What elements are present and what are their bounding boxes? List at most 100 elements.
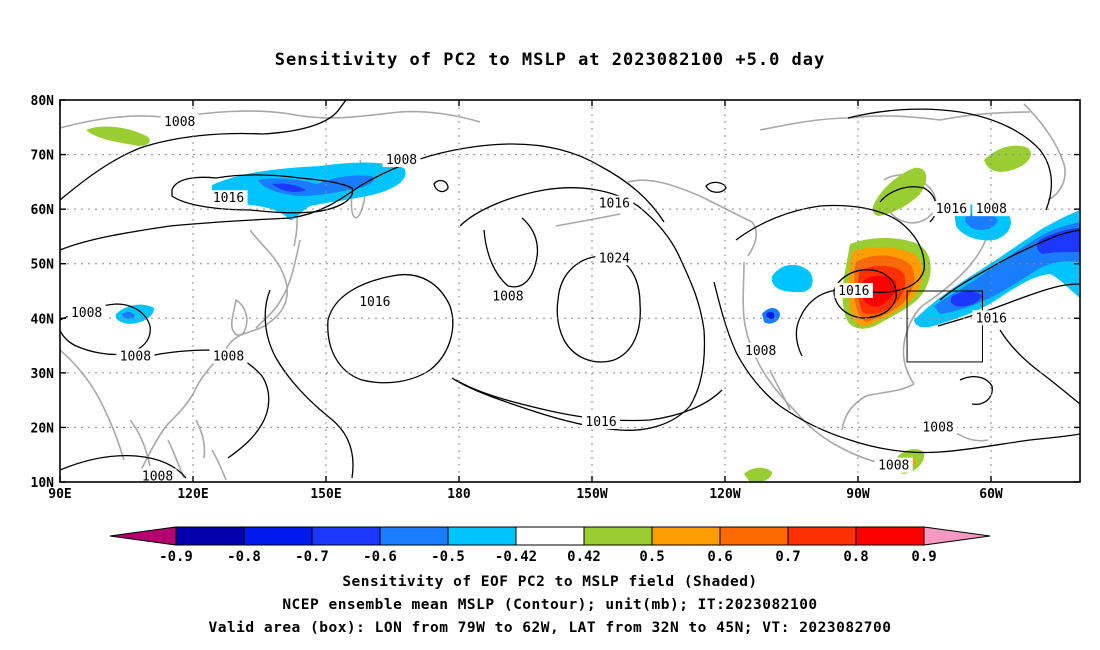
- coastline-aleutians: [555, 213, 621, 227]
- contour-1016-pacific-high: [327, 274, 454, 384]
- contour-label: 1016: [936, 202, 967, 217]
- contour-label-bg: [932, 201, 971, 217]
- contour-label: 1016: [359, 295, 390, 310]
- contour-1016-east-atlantic: [999, 329, 1080, 405]
- shade-neg-labrador-core: [965, 212, 998, 230]
- colorbar-label: -0.5: [431, 549, 465, 565]
- contour-label: 1008: [120, 349, 151, 364]
- contour-1016-siberia: [171, 174, 354, 214]
- contour-label-bg: [595, 195, 634, 211]
- contour-1008-south: [60, 454, 187, 479]
- colorbar-label: 0.42: [567, 549, 601, 565]
- contour-label: 1008: [213, 349, 244, 364]
- shade-pos-south-mexico: [744, 467, 772, 482]
- footer-line-2: NCEP ensemble mean MSLP (Contour); unit(…: [282, 597, 818, 613]
- shade-neg-west-core: [122, 311, 135, 319]
- lat-label: 20N: [31, 421, 55, 436]
- contour-loop-1: [433, 179, 449, 193]
- contour-label: 1008: [878, 459, 909, 474]
- contour-label: 1008: [71, 306, 102, 321]
- lat-label: 80N: [31, 94, 55, 109]
- colorbar-box: [855, 526, 925, 546]
- contour-label-bg: [834, 283, 873, 298]
- map-frame: [59, 99, 1081, 483]
- contour-label-bg: [972, 201, 1011, 217]
- lon-label: 150W: [576, 487, 607, 502]
- colorbar-label: -0.8: [227, 549, 261, 565]
- colorbar-label: 0.9: [911, 549, 936, 565]
- contour-1008-east-asia: [149, 349, 270, 459]
- footer-line-3: Valid area (box): LON from 79W to 62W, L…: [208, 620, 892, 636]
- shade-pos-northwest: [86, 126, 150, 146]
- coastline-gulf: [841, 383, 915, 431]
- colorbar-labels: -0.9 -0.8 -0.7 -0.6 -0.5 -0.42 0.42 0.5 0.6 0.7 0.…: [159, 549, 937, 565]
- contour-label-bg: [582, 413, 621, 429]
- contour-label: 1008: [745, 344, 776, 359]
- contour-label: 1008: [386, 153, 417, 168]
- lat-label: 70N: [31, 149, 55, 164]
- colorbar-box: [719, 526, 789, 546]
- colorbar-box: [379, 526, 449, 546]
- contour-label: 1016: [976, 311, 1007, 326]
- lon-label: 90W: [846, 487, 870, 502]
- contour-label-bg: [209, 190, 248, 206]
- contour-label: 1016: [838, 284, 869, 299]
- colorbar-box: [787, 526, 857, 546]
- shade-neg-rockies: [771, 264, 813, 293]
- contour-label-bg: [595, 250, 634, 266]
- contour-label: 1008: [164, 115, 195, 130]
- shade-pos-quebec: [872, 167, 927, 216]
- contour-1024-core: [556, 255, 641, 363]
- contour-label-bg: [116, 348, 155, 364]
- shade-pos-baffin: [984, 145, 1031, 172]
- coastline-asia-north: [60, 110, 481, 129]
- contour-label: 1008: [492, 289, 523, 304]
- shade-neg-rockies-small-core: [766, 311, 775, 319]
- mslp-contours: [60, 100, 1080, 479]
- contour-label-bg: [874, 457, 913, 473]
- colorbar-box: [651, 526, 721, 546]
- contour-label-bg: [138, 468, 177, 484]
- colorbar-min-triangle: [109, 526, 177, 546]
- contour-1016-lakes: [833, 269, 897, 319]
- lon-label: 150E: [310, 487, 341, 502]
- contour-1008-pacific-north: [60, 143, 665, 251]
- shade-neg-atlantic-core2: [950, 291, 982, 307]
- contour-label-bg: [488, 288, 527, 304]
- contour-label: 1008: [976, 202, 1007, 217]
- contour-1008-gulf-alaska: [483, 217, 539, 288]
- contour-1008-arctic: [60, 100, 347, 201]
- contour-label: 1008: [922, 420, 953, 435]
- contour-label-bg: [741, 343, 780, 359]
- contour-label: 1024: [599, 251, 630, 266]
- lon-label: 120W: [709, 487, 740, 502]
- colorbar-label: -0.6: [363, 549, 397, 565]
- valid-area-box: [906, 290, 983, 363]
- colorbar-box: [515, 526, 585, 546]
- contour-1008-west-na: [713, 281, 1080, 454]
- coastline-canada-north: [759, 111, 1031, 131]
- coastline-korea: [230, 298, 248, 336]
- contour-1008-atlantic: [937, 283, 1080, 327]
- contour-label: 1016: [599, 197, 630, 212]
- lat-label: 10N: [31, 476, 55, 491]
- colorbar-label: 0.7: [775, 549, 800, 565]
- coastline-alaska: [627, 179, 758, 257]
- shade-neg-siberia-core: [272, 183, 306, 192]
- lon-label: 180: [447, 487, 471, 502]
- contour-1016-atlantic: [939, 229, 1080, 301]
- coastline-philippines: [195, 419, 227, 481]
- colorbar-box: [311, 526, 381, 546]
- longitude-axis: 90E 120E 150E 180 150W 120W 90W 60W: [48, 100, 1003, 502]
- coastline-na-east: [902, 225, 991, 385]
- contour-1016-tropics: [264, 289, 354, 479]
- colorbar-label: -0.9: [159, 549, 193, 565]
- contour-label-bg: [972, 310, 1011, 326]
- footer-line-1: Sensitivity of EOF PC2 to MSLP field (Sh…: [342, 574, 758, 590]
- colorbar-box: [243, 526, 313, 546]
- contour-label-bg: [919, 419, 958, 435]
- colorbar-boxes: [109, 526, 991, 546]
- contour-1016-canada: [735, 204, 925, 357]
